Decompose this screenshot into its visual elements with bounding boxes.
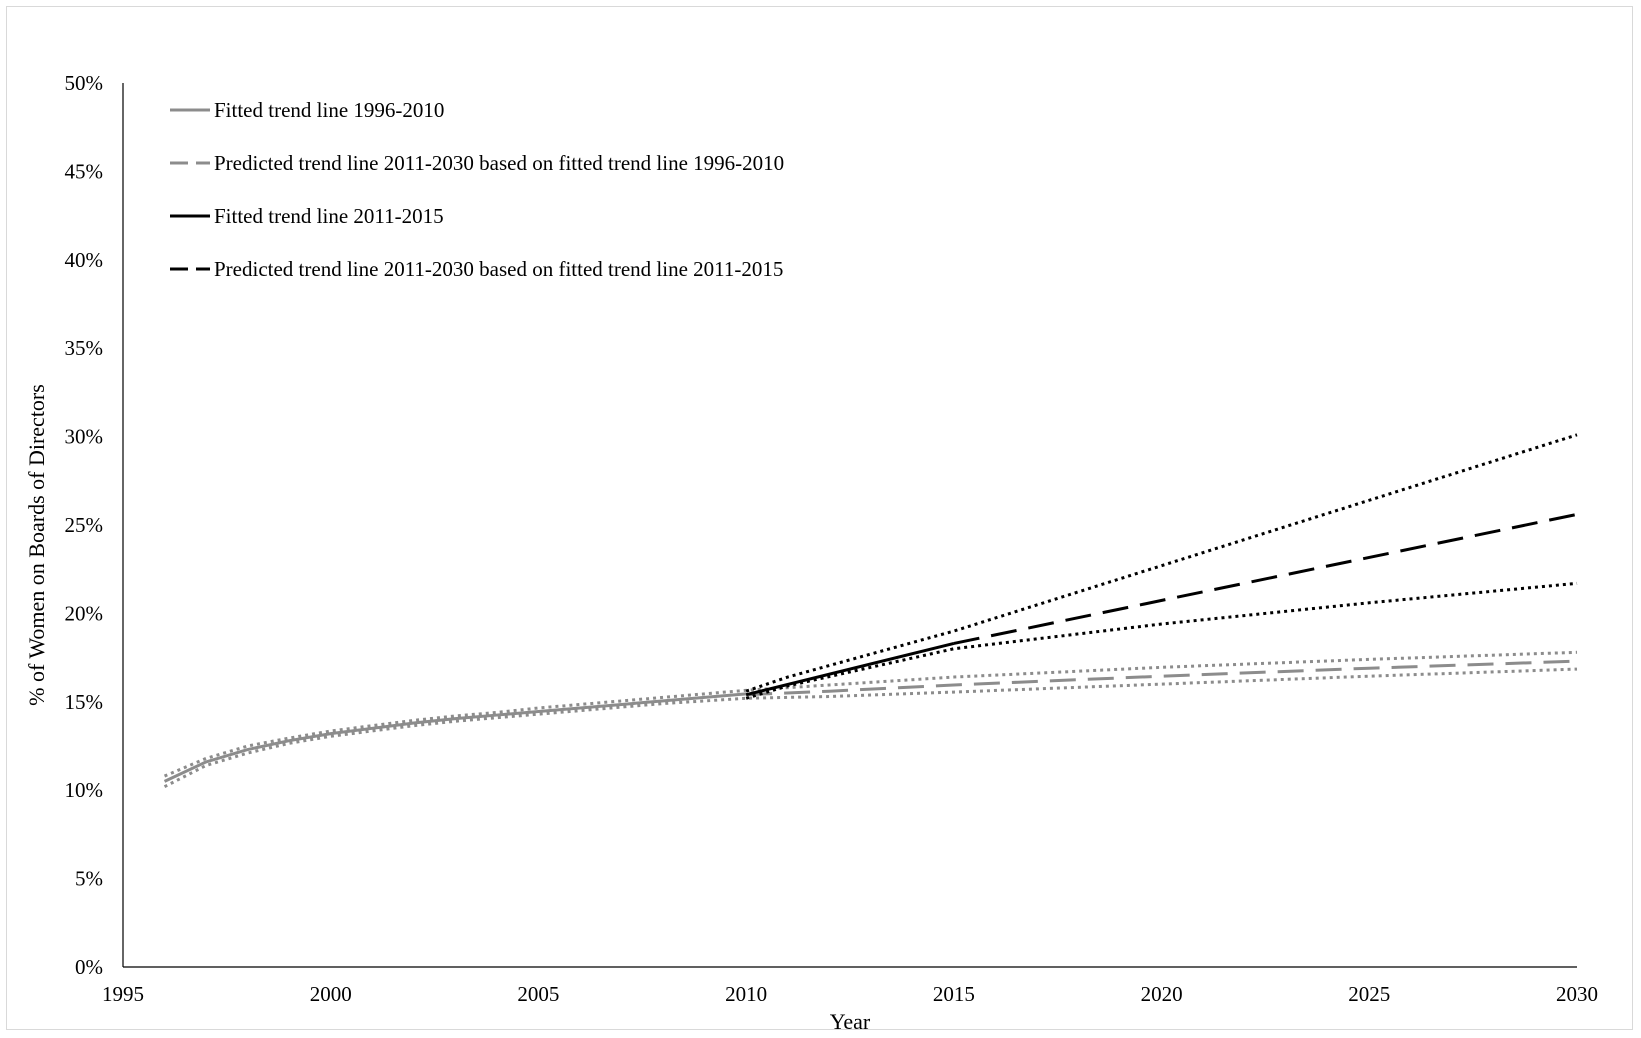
y-axis-title: % of Women on Boards of Directors (24, 384, 49, 706)
legend-label-2: Predicted trend line 2011-2030 based on … (214, 151, 784, 175)
legend-label-3: Fitted trend line 2011-2015 (214, 204, 444, 228)
series-line-4 (163, 667, 1578, 788)
x-tick-label: 2015 (933, 982, 975, 1006)
x-tick-label: 2010 (725, 982, 767, 1006)
series-layer (163, 433, 1578, 788)
chart-frame (6, 6, 1633, 1030)
y-tick-label: 10% (65, 778, 104, 802)
series-line-7 (745, 433, 1578, 693)
y-tick-label: 35% (65, 336, 104, 360)
y-tick-label: 50% (65, 71, 104, 95)
legend: Fitted trend line 1996-2010 Predicted tre… (170, 98, 784, 281)
x-tick-label: 2020 (1141, 982, 1183, 1006)
series-line-predicted-trend-line-2011-2030-based-on-fitted-trend-line-1996-2010 (746, 659, 1578, 697)
y-tick-label: 40% (65, 248, 104, 272)
axes-layer: 0% 5% 10% 15% 20% 25% 30% 35% 40% 45% 50% 1995 2000 2… (65, 71, 1599, 1006)
series-line-fitted-trend-line-1996-2010 (163, 692, 747, 783)
y-tick-label: 25% (65, 513, 104, 537)
y-tick-label: 30% (65, 425, 104, 449)
y-tick-label: 20% (65, 601, 104, 625)
x-axis-title: Year (830, 1009, 871, 1034)
x-tick-label: 2000 (310, 982, 352, 1006)
x-tick-label: 1995 (102, 982, 144, 1006)
y-tick-label: 0% (75, 955, 103, 979)
y-tick-label: 15% (65, 690, 104, 714)
x-tick-label: 2005 (517, 982, 559, 1006)
series-line-fitted-trend-line-2011-2015 (745, 642, 955, 697)
legend-label-4: Predicted trend line 2011-2030 based on … (214, 257, 783, 281)
x-tick-label: 2030 (1556, 982, 1598, 1006)
series-line-8 (745, 581, 1578, 700)
legend-label-1: Fitted trend line 1996-2010 (214, 98, 444, 122)
y-tick-label: 5% (75, 867, 103, 891)
series-line-predicted-trend-line-2011-2030-based-on-fitted-trend-line-2011-2015 (953, 512, 1578, 645)
y-tick-label: 45% (65, 159, 104, 183)
x-tick-label: 2025 (1348, 982, 1390, 1006)
series-line-3 (163, 650, 1578, 778)
